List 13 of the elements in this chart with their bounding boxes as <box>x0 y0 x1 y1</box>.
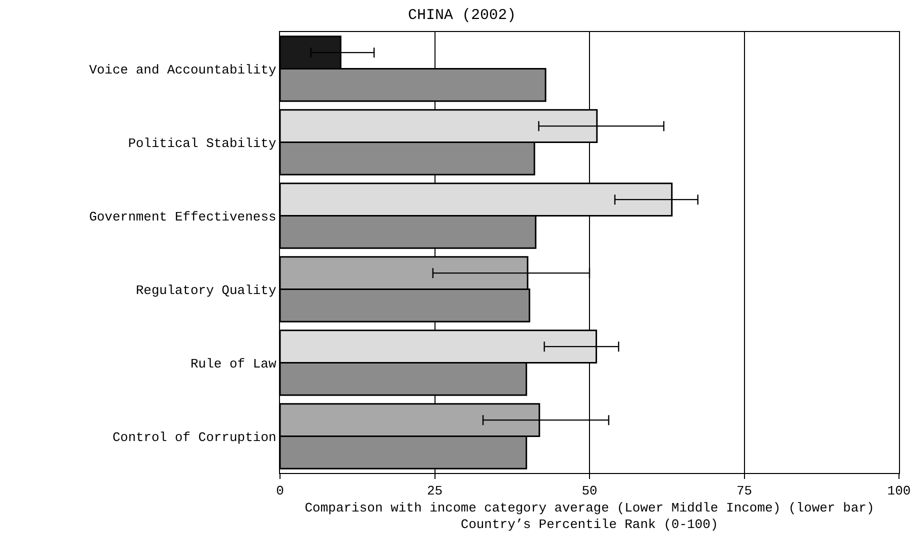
x-tick-label: 75 <box>736 484 752 499</box>
y-tick-label: Political Stability <box>128 136 276 151</box>
y-tick-label: Voice and Accountability <box>89 62 276 78</box>
y-tick-label: Government Effectiveness <box>89 209 276 224</box>
x-axis-title: Comparison with income category average (Lower Middle Income) (lower bar) Country’s Percentile Rank (0-100) <box>304 500 874 532</box>
x-tick-label: 25 <box>426 484 443 499</box>
x-tick-label: 50 <box>582 484 598 499</box>
y-tick-label: Rule of Law <box>190 356 276 372</box>
y-tick-label: Regulatory Quality <box>136 282 276 298</box>
x-tick-label: 100 <box>887 484 911 499</box>
x-tick-label: 0 <box>276 484 284 499</box>
y-tick-label: Control of Corruption <box>112 430 276 445</box>
chart-title: CHINA (2002) <box>408 6 516 24</box>
